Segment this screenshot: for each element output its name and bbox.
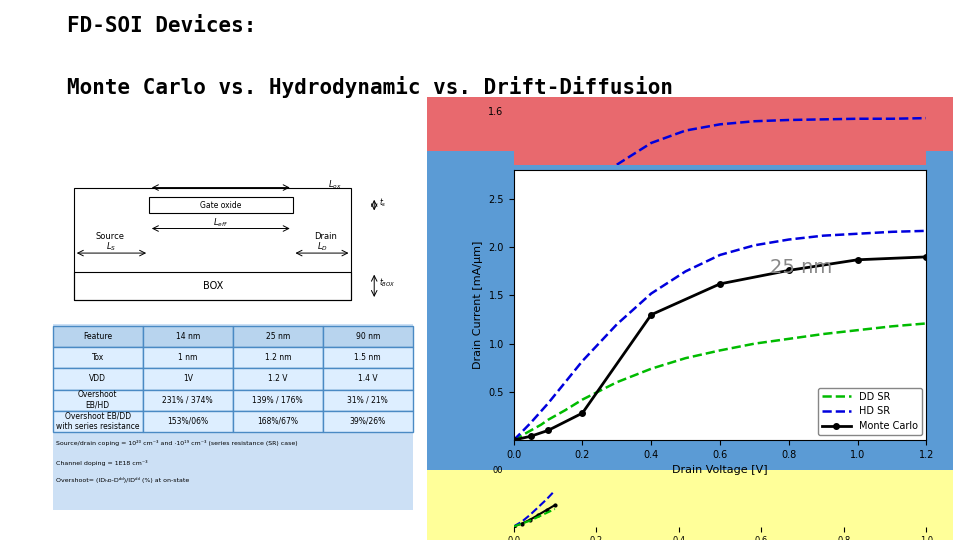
Text: $L_{ox}$: $L_{ox}$	[328, 179, 342, 191]
Text: Channel doping = 1E18 cm⁻³: Channel doping = 1E18 cm⁻³	[57, 460, 148, 466]
Text: 00: 00	[492, 467, 503, 475]
HD SR	[542, 400, 554, 407]
DD SR	[783, 335, 795, 342]
DD SR	[612, 379, 623, 386]
Text: $t_s$: $t_s$	[379, 196, 387, 208]
DD SR	[577, 396, 588, 403]
Text: $L_S$: $L_S$	[107, 241, 116, 253]
DD SR	[886, 323, 898, 329]
Text: Monte Carlo vs. Hydrodynamic vs. Drift-Diffusion: Monte Carlo vs. Hydrodynamic vs. Drift-D…	[67, 76, 673, 98]
Legend: DD SR, HD SR, Monte Carlo: DD SR, HD SR, Monte Carlo	[818, 388, 922, 435]
Monte Carlo	[542, 427, 554, 434]
Text: FD-SOI Devices:: FD-SOI Devices:	[67, 16, 256, 36]
Monte Carlo	[783, 267, 795, 274]
Monte Carlo	[645, 312, 657, 318]
DD SR	[714, 347, 726, 354]
HD SR	[714, 252, 726, 258]
Text: Gate oxide: Gate oxide	[200, 201, 242, 210]
Monte Carlo	[508, 437, 519, 443]
HD SR	[508, 437, 519, 443]
Line: DD SR: DD SR	[514, 323, 926, 440]
HD SR	[577, 358, 588, 365]
HD SR	[525, 420, 537, 426]
DD SR	[525, 427, 537, 434]
HD SR	[852, 231, 863, 237]
HD SR	[749, 242, 760, 248]
HD SR	[536, 408, 547, 414]
Bar	[74, 272, 351, 300]
Text: Source: Source	[95, 232, 125, 241]
DD SR	[921, 320, 932, 327]
DD SR	[560, 407, 571, 414]
Text: BOX: BOX	[203, 281, 223, 291]
DD SR	[536, 421, 547, 428]
Monte Carlo	[714, 281, 726, 287]
Text: 1.6: 1.6	[488, 107, 503, 117]
Line: Monte Carlo: Monte Carlo	[511, 254, 929, 443]
HD SR	[818, 232, 829, 239]
Line: HD SR: HD SR	[514, 231, 926, 440]
Text: 25 nm: 25 nm	[770, 258, 831, 276]
DD SR	[542, 417, 554, 423]
Y-axis label: Drain Current [mA/μm]: Drain Current [mA/μm]	[473, 241, 483, 369]
Monte Carlo	[525, 433, 537, 440]
HD SR	[612, 321, 623, 328]
HD SR	[783, 237, 795, 243]
HD SR	[645, 291, 657, 297]
HD SR	[560, 379, 571, 386]
Text: Source/drain coping = 10²⁰ cm⁻³ and ·10¹⁹ cm⁻³ (series resistance (SR) case): Source/drain coping = 10²⁰ cm⁻³ and ·10¹…	[57, 440, 298, 445]
DD SR	[852, 327, 863, 333]
Text: $t_{BOX}$: $t_{BOX}$	[379, 277, 396, 289]
DD SR	[680, 355, 691, 361]
DD SR	[508, 437, 519, 443]
X-axis label: Drain Voltage [V]: Drain Voltage [V]	[672, 465, 768, 475]
Monte Carlo	[577, 410, 588, 416]
Text: Drain: Drain	[314, 232, 337, 241]
Monte Carlo	[852, 256, 863, 263]
HD SR	[680, 268, 691, 274]
DD SR	[515, 433, 526, 440]
DD SR	[818, 331, 829, 338]
Monte Carlo	[921, 254, 932, 260]
Text: $L_D$: $L_D$	[317, 241, 327, 253]
Bar	[149, 197, 293, 213]
HD SR	[515, 430, 526, 436]
Bar	[74, 187, 351, 300]
Text: Overshoot= (IDₕᴅ-Dᵈᵈ)/IDᵈᵈ (%) at on-state: Overshoot= (IDₕᴅ-Dᵈᵈ)/IDᵈᵈ (%) at on-sta…	[57, 477, 190, 483]
DD SR	[749, 340, 760, 347]
DD SR	[645, 366, 657, 372]
HD SR	[886, 228, 898, 235]
HD SR	[921, 228, 932, 234]
Text: $L_{eff}$: $L_{eff}$	[213, 216, 228, 228]
